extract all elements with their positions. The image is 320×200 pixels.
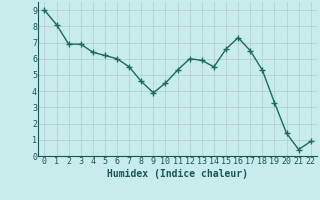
X-axis label: Humidex (Indice chaleur): Humidex (Indice chaleur) (107, 169, 248, 179)
